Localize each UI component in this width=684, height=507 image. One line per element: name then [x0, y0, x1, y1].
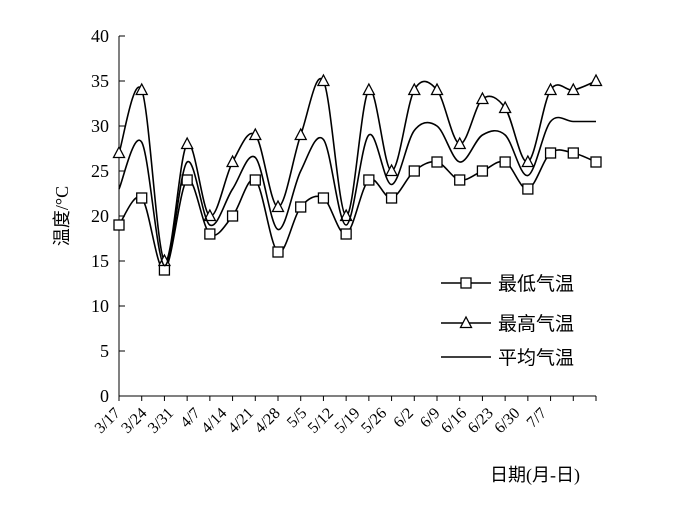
y-axis: 0 5 10 15 20 25 30 35 40: [91, 26, 125, 406]
data-point-max-temp: [271, 199, 285, 213]
x-tick-label: 5/26: [358, 405, 390, 437]
data-point-min-temp: [590, 156, 602, 168]
series-avg-temp: [118, 116, 596, 267]
data-point-min-temp: [136, 192, 148, 204]
data-point-min-temp: [522, 183, 534, 195]
data-point-min-temp: [295, 201, 307, 213]
data-point-min-temp: [499, 156, 511, 168]
data-point-min-temp: [158, 264, 171, 276]
data-point-min-temp: [544, 147, 557, 159]
data-point-min-temp: [476, 165, 489, 177]
data-point-max-temp: [339, 208, 353, 222]
data-point-max-temp: [430, 82, 444, 96]
data-point-min-temp: [454, 174, 466, 186]
x-tick-label: 5/12: [305, 405, 337, 437]
data-point-max-temp: [384, 163, 399, 177]
x-tick-label: 3/17: [92, 405, 124, 437]
y-tick-label: 0: [100, 386, 109, 406]
data-point-min-temp: [113, 219, 125, 231]
data-point-max-temp: [112, 145, 126, 159]
data-point-min-temp: [204, 228, 216, 240]
x-tick-label: 3/24: [118, 405, 150, 437]
data-point-min-temp: [272, 246, 284, 258]
legend-label-avg-temp: 平均气温: [498, 347, 574, 369]
y-tick-label: 10: [91, 296, 109, 316]
data-point-max-temp: [203, 208, 217, 222]
x-tick-label: 4/14: [198, 405, 230, 437]
x-tick-label: 4/28: [252, 405, 284, 437]
data-point-max-temp: [362, 82, 376, 96]
y-tick-label: 35: [91, 71, 109, 91]
series-layer: [112, 73, 603, 276]
x-tick-label: 6/16: [438, 405, 470, 437]
x-tick-label: 6/30: [491, 405, 523, 437]
y-tick-label: 40: [91, 26, 109, 46]
data-point-max-temp: [316, 73, 331, 87]
series-line-max-temp: [118, 77, 597, 262]
x-tick-label: 3/31: [145, 405, 177, 437]
data-point-max-temp: [453, 136, 467, 150]
y-ticks: 0 5 10 15 20 25 30 35 40: [91, 26, 125, 406]
x-tick-label: 6/2: [390, 405, 416, 431]
data-point-max-temp: [180, 136, 194, 150]
x-tick-label: 6/23: [465, 405, 497, 437]
legend-label-min-temp: 最低气温: [498, 273, 574, 295]
legend-item-min-temp: 最低气温: [441, 273, 574, 295]
data-point-min-temp: [340, 228, 352, 240]
data-point-max-temp: [475, 91, 490, 105]
y-tick-label: 20: [91, 206, 109, 226]
data-point-max-temp: [566, 82, 580, 96]
x-tick-label: 5/19: [332, 405, 364, 437]
data-point-min-temp: [567, 147, 579, 159]
data-point-max-temp: [498, 100, 512, 114]
x-axis-label: 日期(月-日): [490, 465, 580, 486]
x-ticks: 3/173/243/31 4/74/144/214/28 5/55/125/195/…: [92, 396, 597, 437]
legend-marker-min-temp: [460, 277, 472, 289]
data-point-max-temp: [521, 154, 535, 168]
y-tick-label: 30: [91, 116, 109, 136]
data-point-max-temp: [225, 154, 240, 168]
series-max-temp: [112, 73, 603, 267]
series-line-min-temp: [118, 149, 597, 271]
data-point-max-temp: [135, 82, 149, 96]
legend-item-max-temp: 最高气温: [441, 313, 574, 335]
data-point-max-temp: [294, 127, 308, 141]
series-line-avg-temp: [118, 116, 596, 267]
data-point-max-temp: [407, 82, 421, 96]
data-point-min-temp: [431, 156, 443, 168]
data-point-max-temp: [589, 73, 603, 87]
data-point-min-temp: [363, 174, 375, 186]
legend-label-max-temp: 最高气温: [498, 313, 574, 335]
data-point-min-temp: [226, 210, 239, 222]
data-point-min-temp: [385, 192, 398, 204]
legend-item-avg-temp: 平均气温: [441, 347, 574, 369]
data-point-max-temp: [248, 127, 262, 141]
x-tick-label: 7/7: [524, 405, 550, 431]
y-tick-label: 25: [91, 161, 109, 181]
y-tick-label: 15: [91, 251, 109, 271]
y-axis-label: 温度/°C: [52, 186, 72, 246]
x-tick-label: 4/21: [225, 405, 257, 437]
x-axis: 3/173/243/31 4/74/144/214/28 5/55/125/195/…: [92, 395, 597, 437]
data-point-min-temp: [249, 174, 261, 186]
data-point-max-temp: [543, 82, 558, 96]
legend-marker-max-temp: [459, 315, 473, 329]
data-point-min-temp: [181, 174, 193, 186]
data-point-min-temp: [408, 165, 420, 177]
data-point-min-temp: [317, 192, 330, 204]
series-min-temp: [113, 147, 602, 276]
y-tick-label: 5: [100, 341, 109, 361]
